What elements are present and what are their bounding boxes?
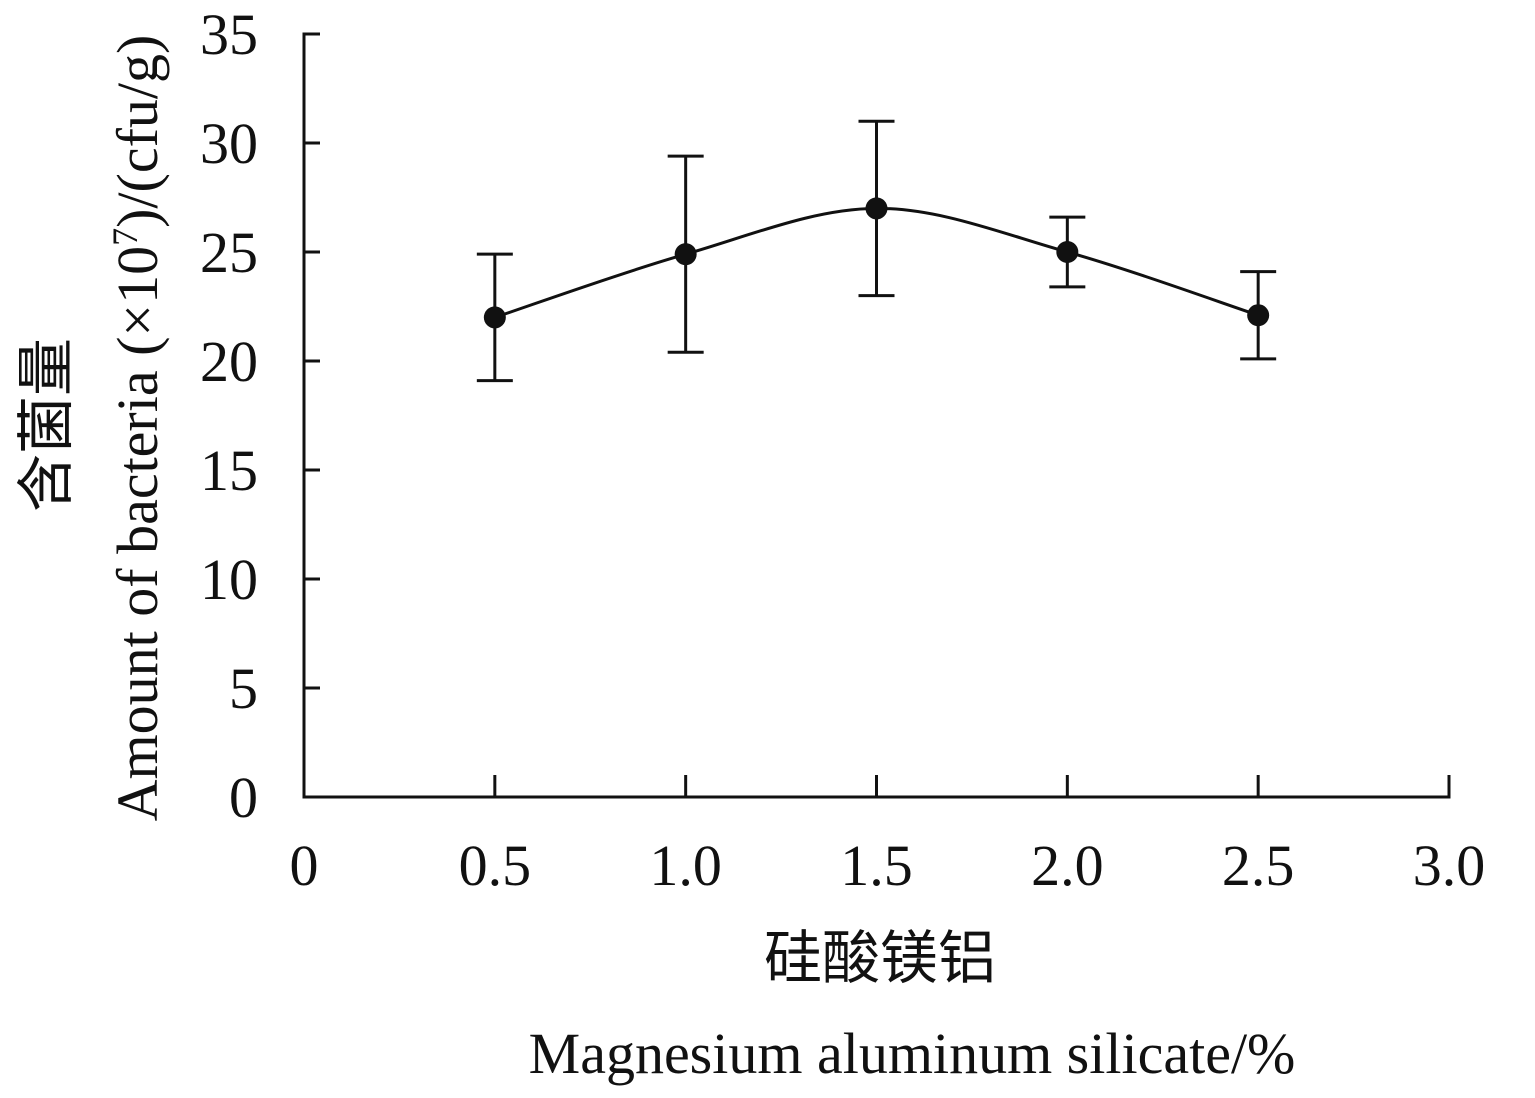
data-point <box>865 197 888 220</box>
x-tick-label: 2.5 <box>1222 833 1295 898</box>
y-tick-label: 20 <box>200 329 258 394</box>
y-tick-label: 15 <box>200 438 258 503</box>
tick-labels: 0 5 10 15 20 25 30 35 0 0.5 1.0 1.5 2.0 2.5 3.0 <box>200 2 1485 898</box>
y-tick-label: 35 <box>200 2 258 67</box>
y-tick-label: 5 <box>229 656 258 721</box>
data-point <box>483 306 506 329</box>
y-axis-label-cn: 含菌量 <box>14 338 79 512</box>
data-point <box>674 243 697 266</box>
y-tick-label: 0 <box>229 765 258 830</box>
data-point <box>1247 304 1270 327</box>
x-tick-label: 1.0 <box>649 833 722 898</box>
x-axis-label-cn: 硅酸镁铝 <box>764 926 996 991</box>
x-tick-label: 3.0 <box>1413 833 1486 898</box>
x-tick-label: 2.0 <box>1031 833 1104 898</box>
y-tick-label: 25 <box>200 220 258 285</box>
y-axis-label: Amount of bacteria (×107)/(cfu/g) <box>105 35 170 822</box>
data-points <box>483 197 1270 329</box>
x-axis-label: Magnesium aluminum silicate/% <box>529 1021 1296 1086</box>
y-axis-label-suffix: )/(cfu/g) <box>105 35 170 228</box>
x-tick-label: 0 <box>290 833 319 898</box>
data-point <box>1056 241 1079 263</box>
error-bars <box>476 119 1277 383</box>
x-tick-label: 0.5 <box>459 833 532 898</box>
x-tick-label: 1.5 <box>840 833 913 898</box>
y-tick-label: 10 <box>200 547 258 612</box>
y-axis-label-text: Amount of bacteria (×10 <box>105 246 170 821</box>
y-axis-label-superscript: 7 <box>105 228 145 246</box>
y-tick-label: 30 <box>200 111 258 176</box>
tick-marks <box>304 32 1451 797</box>
